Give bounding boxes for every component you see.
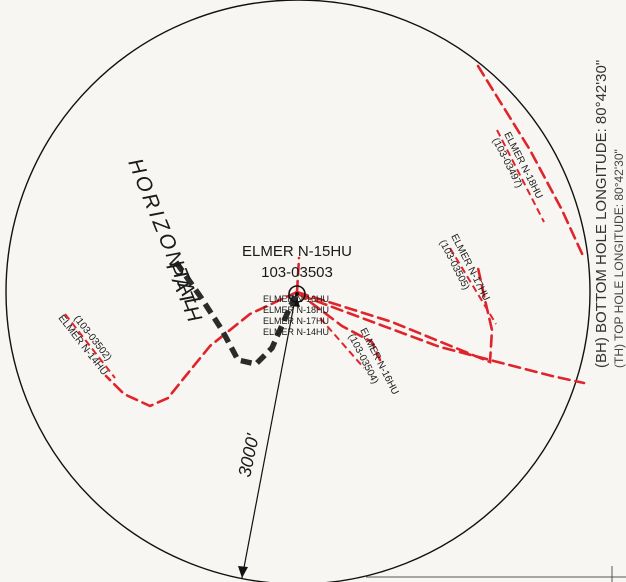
offset-well-path-n16 — [295, 290, 382, 362]
label-dash — [319, 317, 365, 369]
review-radius-circle — [5, 0, 591, 582]
top-hole-longitude: (TH) TOP HOLE LONGITUDE: 80°42'30" — [612, 149, 626, 368]
pad-well-label: ELMER N-17HU — [263, 316, 329, 326]
radius-label: 3000' — [234, 432, 263, 479]
surface-location-marker — [288, 285, 306, 303]
well-permit: 103-03503 — [261, 264, 333, 281]
label-dash — [449, 247, 497, 325]
bottom-hole-longitude: (BH) BOTTOM HOLE LONGITUDE: 80°42'30" — [593, 60, 610, 368]
pad-well-label: ELMER N-14HU — [263, 327, 329, 337]
offset-well-path-n18 — [476, 64, 586, 260]
offset-well-path-n17 — [295, 266, 494, 364]
pad-well-label: ELMER N-16HU — [263, 294, 329, 304]
pad-well-label: ELMER N-18HU — [263, 305, 329, 315]
label-dash — [496, 129, 545, 223]
horizontal-path-line — [173, 260, 298, 368]
offset-well-path-n14 — [104, 290, 299, 408]
label-dash — [64, 313, 116, 379]
offset-well-path-n16-east — [298, 293, 586, 385]
well-name: ELMER N-15HU — [242, 243, 352, 260]
